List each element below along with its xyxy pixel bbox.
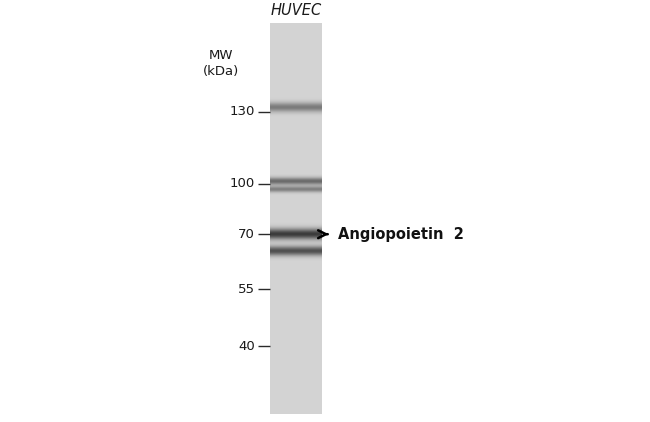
- Text: 130: 130: [229, 106, 255, 118]
- Text: HUVEC: HUVEC: [270, 3, 321, 18]
- Text: Angiopoietin  2: Angiopoietin 2: [338, 227, 464, 242]
- Text: 100: 100: [229, 177, 255, 190]
- Text: MW
(kDa): MW (kDa): [203, 49, 239, 78]
- Text: 55: 55: [238, 283, 255, 295]
- Text: 40: 40: [238, 340, 255, 352]
- Text: 70: 70: [238, 228, 255, 241]
